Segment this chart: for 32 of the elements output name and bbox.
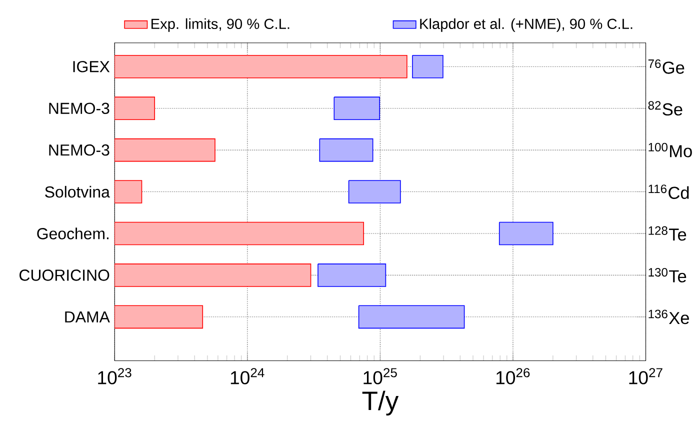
- x-tick-label: 10$^{25}$: [364, 368, 397, 385]
- y-tick-label: Solotvina: [45, 186, 110, 198]
- y2-tick-label: $^{130}$Te: [648, 268, 686, 283]
- bar: [358, 306, 465, 329]
- bar: [319, 138, 374, 162]
- y-tick-label: CUORICINO: [20, 270, 110, 282]
- y2-tick-label: $^{136}$Xe: [648, 310, 689, 324]
- y2-tick-label: $^{76}$Ge: [648, 60, 684, 74]
- x-tick-label: 10$^{27}$: [629, 368, 662, 385]
- y-tick-label: Geochem.: [37, 228, 108, 240]
- bar: [498, 222, 554, 246]
- y-tick-label: NEMO-3: [49, 144, 110, 156]
- bar: [334, 96, 380, 120]
- y2-tick-label: $^{82}$Se: [648, 101, 682, 116]
- y2-tick-label: $^{128}$Te: [648, 226, 686, 241]
- x-tick-label: 10$^{26}$: [496, 368, 530, 385]
- y-tick-label: NEMO-3: [49, 102, 110, 114]
- x-tick-label: 10$^{23}$: [98, 368, 132, 385]
- y2-tick-label: $^{100}$Mo: [648, 143, 692, 158]
- x-axis-title: T/y: [362, 391, 399, 416]
- bar: [412, 55, 444, 79]
- legend-label: Exp. limits, 90 % C.L.: [152, 18, 290, 32]
- y-tick-label: DAMA: [65, 312, 110, 323]
- bar: [318, 264, 386, 288]
- bar: [114, 180, 142, 204]
- y2-tick-label: $^{116}$Cd: [648, 184, 689, 200]
- x-tick-label: 10$^{24}$: [230, 368, 264, 385]
- bar: [348, 180, 401, 204]
- legend-label: Klapdor et al. (+NME), 90 % C.L.: [420, 18, 632, 32]
- bar: [114, 222, 364, 246]
- bar: [114, 55, 408, 79]
- y-tick-label: IGEX: [73, 61, 110, 72]
